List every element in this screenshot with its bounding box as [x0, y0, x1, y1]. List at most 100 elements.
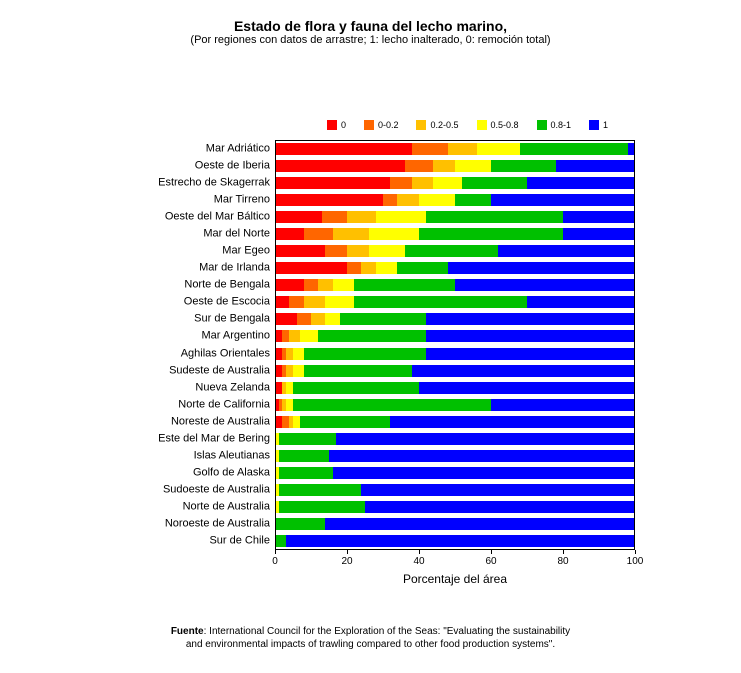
bar-segment — [279, 501, 365, 513]
legend-label: 1 — [603, 120, 608, 130]
category-label: Norte de California — [178, 399, 270, 410]
bar-segment — [433, 177, 462, 189]
bar-segment — [275, 518, 325, 530]
legend-swatch — [327, 120, 337, 130]
bar-segment — [300, 330, 318, 342]
bar-segment — [325, 245, 347, 257]
bar-segment — [304, 348, 426, 360]
plot-area — [275, 140, 635, 550]
xtick-label: 100 — [627, 556, 644, 567]
bar-row — [275, 518, 635, 530]
category-label: Noreste de Australia — [171, 416, 270, 427]
bar-segment — [275, 262, 347, 274]
xtick-label: 0 — [272, 556, 278, 567]
category-label: Noroeste de Australia — [165, 519, 270, 530]
bar-segment — [563, 228, 635, 240]
bar-segment — [426, 348, 635, 360]
bar-segment — [498, 245, 635, 257]
bar-segment — [419, 228, 563, 240]
bar-segment — [275, 245, 325, 257]
bar-segment — [405, 160, 434, 172]
bar-row — [275, 143, 635, 155]
bar-segment — [455, 194, 491, 206]
category-label: Mar Egeo — [222, 246, 270, 257]
legend-item: 0.2-0.5 — [416, 120, 458, 130]
bar-segment — [412, 177, 434, 189]
bar-row — [275, 160, 635, 172]
bar-segment — [347, 245, 369, 257]
bar-segment — [289, 330, 300, 342]
bar-segment — [361, 484, 635, 496]
bar-segment — [369, 228, 419, 240]
bar-segment — [333, 279, 355, 291]
bar-row — [275, 416, 635, 428]
bar-segment — [333, 467, 635, 479]
legend-swatch — [589, 120, 599, 130]
bar-segment — [325, 296, 354, 308]
category-label: Este del Mar de Bering — [158, 433, 270, 444]
bar-segment — [279, 484, 362, 496]
legend-label: 0 — [341, 120, 346, 130]
footer-text-2: and environmental impacts of trawling co… — [186, 639, 555, 650]
bar-segment — [347, 211, 376, 223]
xtick-label: 20 — [341, 556, 352, 567]
category-label: Aghilas Orientales — [181, 348, 270, 359]
chart: 00-0.20.2-0.50.5-0.80.8-11 Mar Adriático… — [120, 120, 660, 570]
bar-segment — [527, 177, 635, 189]
bar-row — [275, 330, 635, 342]
footer-source: Fuente: International Council for the Ex… — [0, 625, 741, 651]
bar-segment — [369, 245, 405, 257]
bar-segment — [286, 399, 293, 411]
bar-segment — [491, 160, 556, 172]
legend: 00-0.20.2-0.50.5-0.80.8-11 — [275, 120, 660, 130]
xtick-mark — [347, 550, 348, 554]
bar-segment — [318, 279, 332, 291]
category-label: Sudeste de Australia — [169, 365, 270, 376]
bar-segment — [275, 416, 282, 428]
bar-row — [275, 450, 635, 462]
bar-segment — [275, 535, 286, 547]
bar-segment — [293, 416, 300, 428]
xtick-mark — [635, 550, 636, 554]
legend-item: 0 — [327, 120, 346, 130]
category-label: Norte de Australia — [183, 502, 270, 513]
bar-segment — [336, 433, 635, 445]
legend-item: 1 — [589, 120, 608, 130]
xtick-label: 60 — [485, 556, 496, 567]
bar-segment — [275, 160, 405, 172]
bar-segment — [275, 348, 282, 360]
category-label: Mar Tirreno — [214, 194, 270, 205]
bar-segment — [275, 177, 390, 189]
bar-row — [275, 211, 635, 223]
bar-segment — [419, 382, 635, 394]
bar-row — [275, 501, 635, 513]
x-axis: 020406080100 — [275, 550, 635, 570]
bar-segment — [412, 143, 448, 155]
bar-segment — [275, 313, 297, 325]
bar-segment — [289, 296, 303, 308]
bar-segment — [329, 450, 635, 462]
bar-segment — [433, 160, 455, 172]
xtick-mark — [419, 550, 420, 554]
bar-segment — [520, 143, 628, 155]
bar-segment — [304, 228, 333, 240]
bar-segment — [426, 330, 635, 342]
bar-segment — [293, 399, 491, 411]
legend-label: 0.5-0.8 — [491, 120, 519, 130]
bar-row — [275, 484, 635, 496]
y-axis-labels: Mar AdriáticoOeste de IberiaEstrecho de … — [120, 140, 270, 550]
bar-segment — [419, 194, 455, 206]
xtick-mark — [491, 550, 492, 554]
bar-segment — [279, 433, 337, 445]
bar-segment — [340, 313, 426, 325]
footer-text-1: : International Council for the Explorat… — [204, 626, 571, 637]
bar-segment — [293, 348, 304, 360]
legend-item: 0-0.2 — [364, 120, 399, 130]
bar-row — [275, 177, 635, 189]
bar-segment — [325, 313, 339, 325]
bar-segment — [361, 262, 375, 274]
footer-label: Fuente — [171, 626, 204, 637]
category-label: Norte de Bengala — [184, 280, 270, 291]
bar-segment — [448, 262, 635, 274]
bar-segment — [426, 211, 563, 223]
